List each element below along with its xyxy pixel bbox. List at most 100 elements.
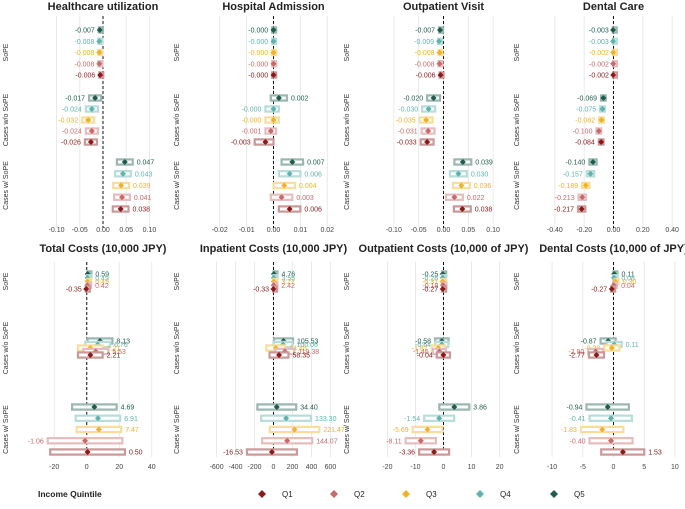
point-estimate-Q5 xyxy=(275,95,282,101)
point-estimate-Q2 xyxy=(608,437,615,444)
x-tick-label: -0.10 xyxy=(386,227,402,234)
legend-marker-Q2 xyxy=(330,490,338,498)
point-estimate-Q1 xyxy=(97,72,104,78)
estimate-label-Q3: -0.31 xyxy=(422,279,438,286)
x-tick-label: -0.05 xyxy=(72,227,88,234)
estimate-label-Q4: -0.000 xyxy=(242,107,262,114)
point-estimate-Q2 xyxy=(82,437,89,444)
point-estimate-Q3 xyxy=(291,426,298,433)
estimate-label-Q4: 6.76 xyxy=(114,342,128,349)
estimate-label-Q4: -0.030 xyxy=(398,107,418,114)
row-group-label: SoPE xyxy=(344,272,351,290)
point-estimate-Q1 xyxy=(578,206,585,212)
point-estimate-Q2 xyxy=(278,194,285,201)
x-tick-label: -400 xyxy=(229,464,243,471)
point-estimate-Q3 xyxy=(270,117,277,123)
estimate-label-Q2: -0.001 xyxy=(242,129,262,136)
estimate-label-Q2: -0.024 xyxy=(62,129,82,136)
point-estimate-Q1 xyxy=(87,352,94,358)
panel-title: Dental Care xyxy=(583,1,644,13)
estimate-label-Q2: -0.008 xyxy=(415,61,435,68)
x-tick-label: 0 xyxy=(272,464,276,471)
estimate-label-Q2: -1.46 xyxy=(413,349,429,356)
point-estimate-Q3 xyxy=(424,426,431,433)
row-group-label: Cases w/o SoPE xyxy=(514,93,521,146)
row-group-label: Cases w/o SoPE xyxy=(3,93,10,146)
panel-title: Healthcare utilization xyxy=(48,1,159,13)
row-group-label: SoPE xyxy=(514,43,521,61)
point-estimate-Q4 xyxy=(286,170,293,177)
estimate-label-Q2: -0.213 xyxy=(555,195,575,202)
x-tick-label: 0.20 xyxy=(636,227,650,234)
point-estimate-Q5 xyxy=(610,27,617,33)
panel-title: Total Costs (10,000 JPY) xyxy=(40,243,167,255)
row-group-label: Cases w/ SoPE xyxy=(3,405,10,454)
legend-label: Q5 xyxy=(574,490,585,499)
estimate-label-Q1: -0.35 xyxy=(66,287,82,294)
estimate-label-Q5: -0.94 xyxy=(567,405,583,412)
panel-title: Outpatient Costs (10,000 of JPY) xyxy=(359,243,529,255)
estimate-label-Q3: 0.036 xyxy=(474,183,492,190)
row-group-label: SoPE xyxy=(514,272,521,290)
point-estimate-Q2 xyxy=(595,128,602,134)
row-group-label: Cases w/ SoPE xyxy=(174,161,181,210)
estimate-label-Q3: -0.189 xyxy=(558,183,578,190)
estimate-label-Q1: -16.53 xyxy=(223,450,243,457)
point-estimate-Q1 xyxy=(608,286,615,292)
legend-marker-Q4 xyxy=(476,490,484,498)
x-tick-label: -10 xyxy=(410,464,420,471)
estimate-label-Q5: -0.007 xyxy=(415,28,435,35)
estimate-label-Q1: 0.50 xyxy=(129,450,143,457)
point-estimate-Q3 xyxy=(458,182,465,189)
point-estimate-Q1 xyxy=(262,139,269,145)
estimate-label-Q1: -0.27 xyxy=(591,287,607,294)
row-group-label: Cases w/ SoPE xyxy=(174,405,181,454)
point-estimate-Q2 xyxy=(96,60,103,67)
x-tick-label: 0 xyxy=(85,464,89,471)
estimate-label-Q3: -0.008 xyxy=(74,50,94,57)
x-tick-label: -20 xyxy=(382,464,392,471)
point-estimate-Q2 xyxy=(284,437,291,444)
point-estimate-Q3 xyxy=(95,426,102,433)
point-estimate-Q1 xyxy=(83,286,90,292)
panel-3: Dental Care -0.40 -0.20 0.00 0.20 0.40 SoPE -0.… xyxy=(514,1,679,234)
x-tick-label: -10 xyxy=(547,464,557,471)
panel-7: Dental Costs (10,000 of JPY) -10 -5 0 5 10 SoP… xyxy=(514,243,685,471)
row-group-label: Cases w/ SoPE xyxy=(344,405,351,454)
estimate-label-Q4: 0.08 xyxy=(621,275,635,282)
estimate-label-Q2: 0.04 xyxy=(621,283,635,290)
estimate-label-Q2: 119.38 xyxy=(298,349,319,356)
x-tick-label: 20 xyxy=(115,464,123,471)
point-estimate-Q1 xyxy=(276,352,283,358)
estimate-label-Q3: 0.49 xyxy=(95,279,109,286)
estimate-label-Q4: 133.30 xyxy=(315,416,337,423)
estimate-label-Q3: -0.008 xyxy=(415,50,435,57)
row-group-label: Cases w/o SoPE xyxy=(174,93,181,146)
legend-label: Q4 xyxy=(500,490,511,499)
estimate-label-Q4: -0.28 xyxy=(422,275,438,282)
x-tick-label: -0.05 xyxy=(411,227,427,234)
point-estimate-Q2 xyxy=(417,437,424,444)
point-estimate-Q4 xyxy=(455,170,462,177)
x-tick-label: 0.05 xyxy=(461,227,475,234)
point-estimate-Q5 xyxy=(289,159,296,165)
estimate-label-Q3: -0.035 xyxy=(396,118,416,125)
estimate-label-Q2: -0.40 xyxy=(570,438,586,445)
point-estimate-Q4 xyxy=(436,38,443,45)
estimate-label-Q1: -0.026 xyxy=(61,140,81,147)
estimate-label-Q1: 0.038 xyxy=(475,207,493,214)
estimate-label-Q2: 0.42 xyxy=(95,283,109,290)
estimate-label-Q5: 8.13 xyxy=(116,339,130,346)
estimate-label-Q2: -0.100 xyxy=(573,129,593,136)
estimate-label-Q2: -0.18 xyxy=(422,283,438,290)
estimate-label-Q1: -0.084 xyxy=(575,140,595,147)
x-tick-label: 0.00 xyxy=(437,227,451,234)
x-tick-label: -5 xyxy=(580,464,586,471)
point-estimate-Q1 xyxy=(270,72,277,78)
legend-marker-Q1 xyxy=(258,490,266,498)
panel-title: Hospital Admission xyxy=(222,1,325,13)
x-tick-label: 0.10 xyxy=(143,227,157,234)
panel-title: Dental Costs (10,000 of JPY) xyxy=(539,243,685,255)
estimate-label-Q2: -1.06 xyxy=(28,438,44,445)
point-estimate-Q3 xyxy=(610,49,617,56)
